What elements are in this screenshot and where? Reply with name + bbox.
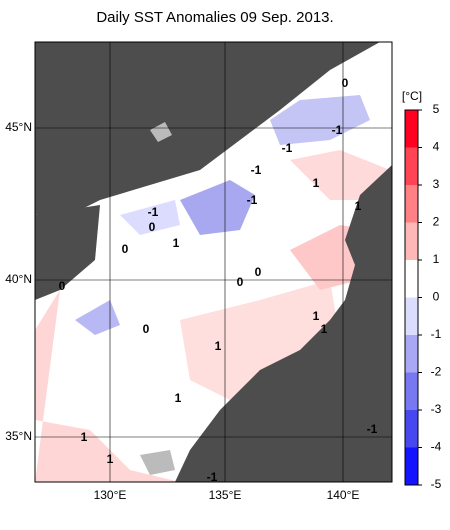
- land: [35, 205, 100, 300]
- map-area: [34, 41, 393, 483]
- colorbar-tick-label: 1: [433, 252, 440, 266]
- warm-patch: [35, 290, 180, 482]
- contour-label: 0: [149, 220, 156, 234]
- contour-label: 0: [342, 76, 349, 90]
- cool-patch: [75, 300, 120, 335]
- island: [140, 450, 175, 475]
- colorbar-segment: [405, 335, 418, 373]
- colorbar-tick-label: 2: [433, 215, 440, 229]
- lon-label: 140°E: [327, 488, 360, 502]
- colorbar-segment: [405, 222, 418, 260]
- land: [35, 42, 380, 215]
- colorbar-segment: [405, 410, 418, 448]
- contour-label: -1: [282, 141, 293, 155]
- contour-label: 1: [175, 391, 182, 405]
- contour-label: -1: [247, 193, 258, 207]
- map-frame: [34, 41, 393, 483]
- colorbar-tick-label: -4: [431, 440, 442, 454]
- contour-label: 1: [313, 309, 320, 323]
- colorbar-segment: [405, 185, 418, 223]
- colorbar-segment: [405, 110, 418, 148]
- cool-patch: [270, 95, 370, 145]
- contour-label: 0: [237, 275, 244, 289]
- colorbar-tick-label: -2: [431, 365, 442, 379]
- contour-label: -1: [207, 470, 218, 484]
- graticule: [35, 42, 392, 482]
- contour-label: 0: [143, 322, 150, 336]
- colorbar-tick-label: -5: [431, 477, 442, 491]
- colorbar-tick-label: -3: [431, 402, 442, 416]
- cool-patch: [120, 200, 180, 235]
- contour-label: 0: [255, 265, 262, 279]
- lat-label: 35°N: [5, 429, 32, 443]
- colorbar-segment: [405, 147, 418, 185]
- warm-patch: [290, 150, 390, 200]
- lon-label: 135°E: [209, 488, 242, 502]
- colorbar-segment: [405, 297, 418, 335]
- contour-label: -1: [332, 123, 343, 137]
- contour-label: 1: [81, 430, 88, 444]
- contour-label: 1: [215, 339, 222, 353]
- cool-patch: [180, 180, 255, 235]
- colorbar-tick-label: 4: [433, 140, 440, 154]
- colorbar-segment: [405, 447, 418, 485]
- contour-label: 0: [59, 279, 66, 293]
- land: [175, 165, 392, 482]
- contour-label: 1: [313, 176, 320, 190]
- contour-label: 1: [173, 236, 180, 250]
- contour-label: 1: [321, 322, 328, 336]
- island: [150, 122, 172, 142]
- contour-label: -1: [148, 205, 159, 219]
- colorbar-tick-label: 3: [433, 177, 440, 191]
- colorbar-tick-label: 5: [433, 102, 440, 116]
- colorbar-tick-label: 0: [433, 290, 440, 304]
- lon-label: 130°E: [94, 488, 127, 502]
- contour-label: 1: [355, 199, 362, 213]
- contour-label: 0: [122, 242, 129, 256]
- contour-label: 1: [107, 452, 114, 466]
- lat-label: 45°N: [5, 120, 32, 134]
- title: Daily SST Anomalies 09 Sep. 2013.: [96, 9, 333, 26]
- colorbar-unit: [°C]: [402, 89, 422, 103]
- colorbar-tick-label: -1: [431, 327, 442, 341]
- colorbar-segment: [405, 372, 418, 410]
- lat-label: 40°N: [5, 272, 32, 286]
- colorbar-segment: [405, 260, 418, 298]
- contour-label: -1: [251, 163, 262, 177]
- contour-label: -1: [367, 422, 378, 436]
